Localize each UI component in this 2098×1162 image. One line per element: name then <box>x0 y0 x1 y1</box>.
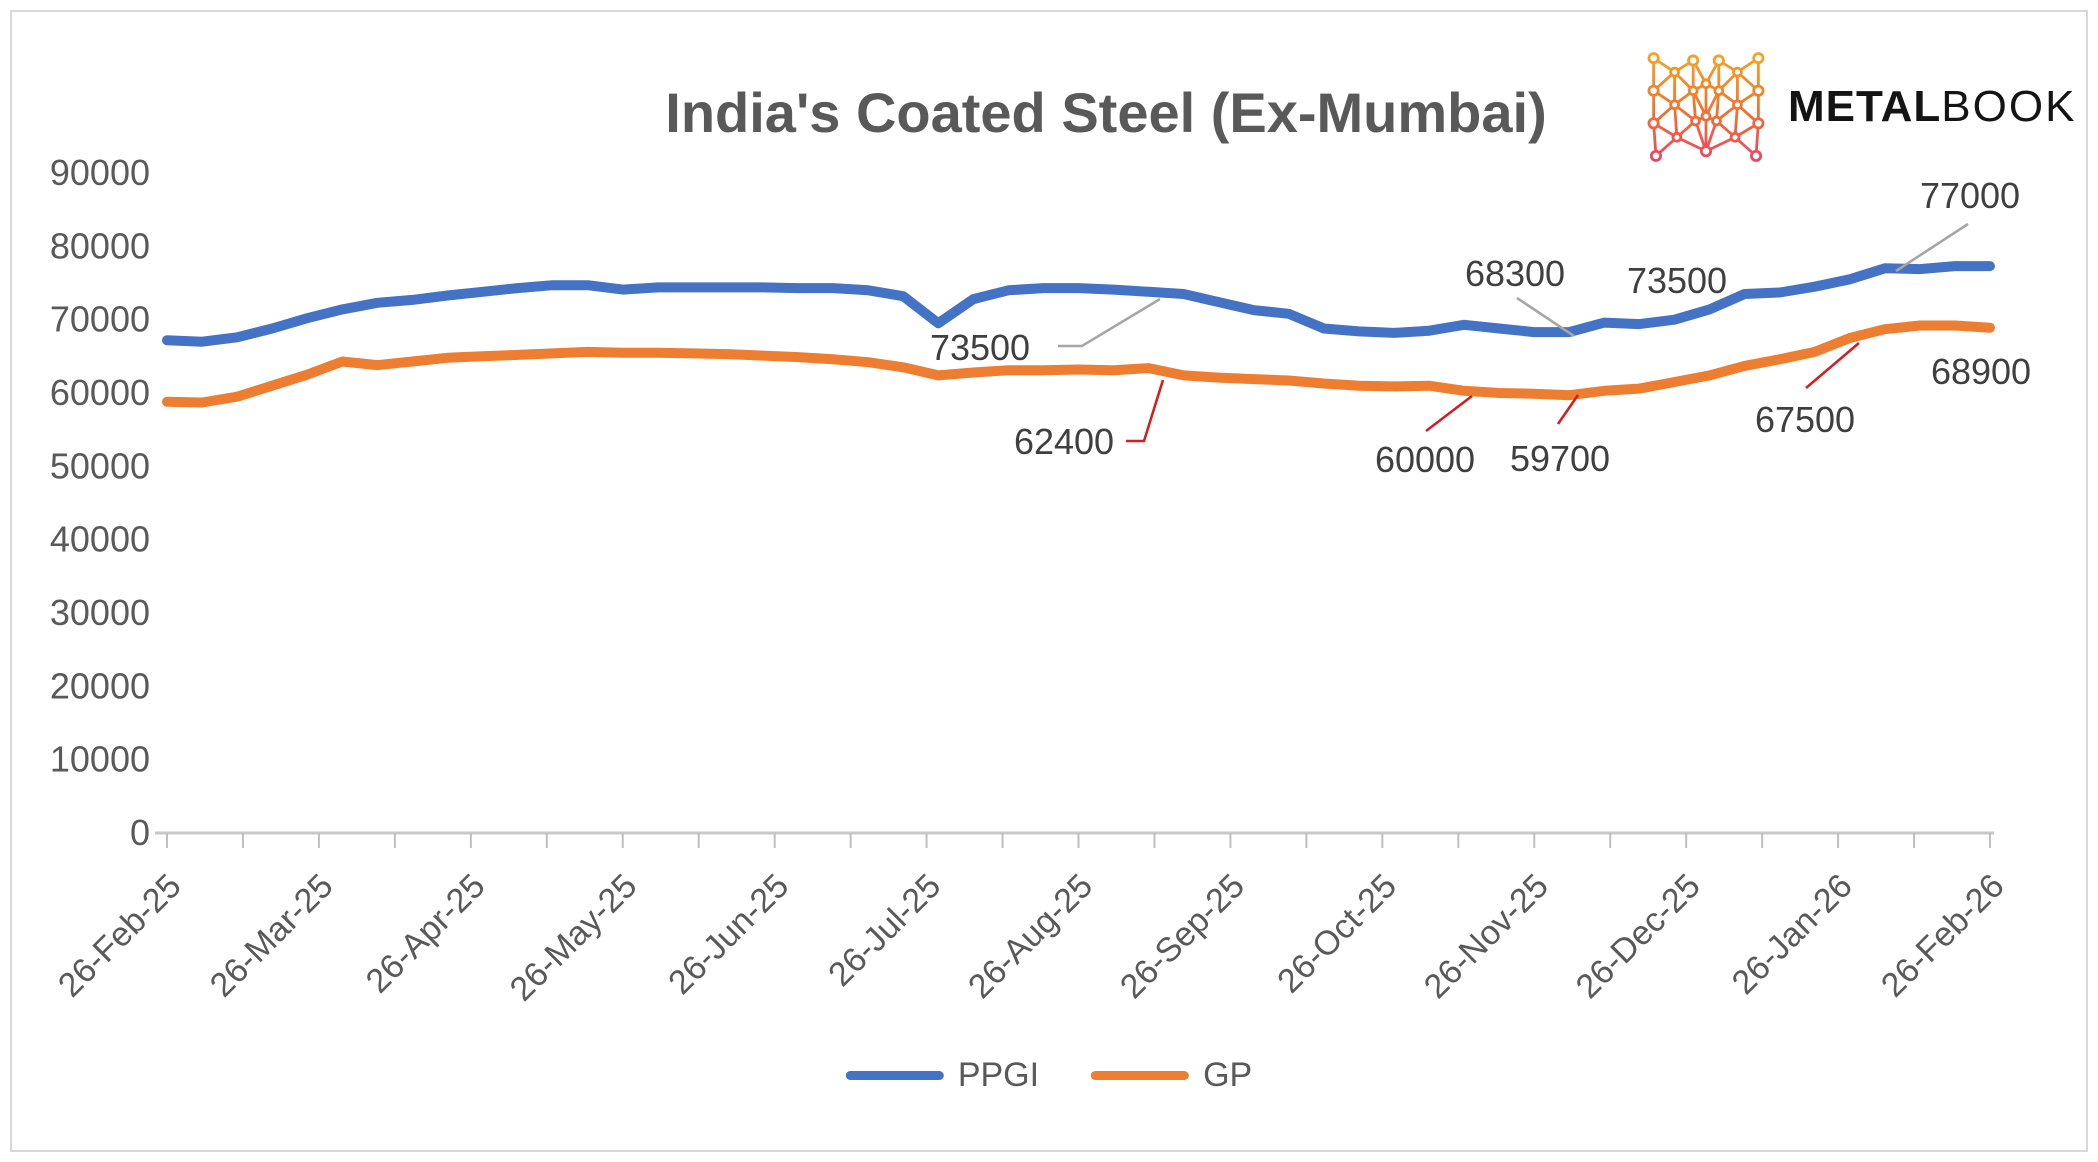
data-label-gp-67500: 67500 <box>1755 399 1855 440</box>
x-axis-tick-label: 26-Aug-25 <box>961 867 1100 1006</box>
data-label-gp-62400: 62400 <box>1014 421 1114 462</box>
x-axis-tick-label: 26-Jun-25 <box>661 867 796 1002</box>
annotation-leader-line <box>1556 394 1580 425</box>
y-axis-tick-label: 30000 <box>50 592 150 633</box>
legend-item-gp: GP <box>1091 1056 1252 1095</box>
x-axis-tick-label: 26-Sep-25 <box>1113 867 1252 1006</box>
gp-legend-label: GP <box>1203 1056 1253 1094</box>
chart-legend: PPGI GP <box>845 1056 1252 1095</box>
x-axis-tick-label: 26-Apr-25 <box>359 867 493 1001</box>
x-axis-tick-label: 26-Mar-25 <box>203 867 341 1005</box>
x-axis-tick-label: 26-Dec-25 <box>1569 867 1708 1006</box>
chart-title: India's Coated Steel (Ex-Mumbai) <box>665 81 1547 144</box>
annotation-leader-line <box>1895 222 1969 273</box>
ppgi-line <box>162 261 1995 347</box>
data-label-ppgi-73500: 73500 <box>1627 260 1727 301</box>
data-label-ppgi-77000: 77000 <box>1920 175 2020 216</box>
annotation-leader-line <box>1805 342 1860 389</box>
annotation-leader-line <box>1058 297 1161 348</box>
ppgi-line-swatch <box>845 1071 944 1080</box>
brand-book: BOOK <box>1941 82 2077 131</box>
metalbook-logo-icon <box>1647 52 1765 162</box>
x-axis-tick-label: 26-May-25 <box>503 867 645 1009</box>
data-label-gp-59700: 59700 <box>1510 438 1610 479</box>
gp-line <box>162 320 1995 408</box>
gp-line-swatch <box>1091 1071 1190 1080</box>
data-label-gp-60000: 60000 <box>1375 439 1475 480</box>
y-axis-tick-label: 40000 <box>50 519 150 560</box>
x-axis-tick-label: 26-Feb-26 <box>1874 867 2012 1005</box>
y-axis-tick-label: 90000 <box>50 152 150 193</box>
x-axis-tick-label: 26-Oct-25 <box>1270 867 1404 1001</box>
data-label-gp-68900: 68900 <box>1931 351 2031 392</box>
y-axis-tick-label: 0 <box>130 812 150 853</box>
y-axis-tick-label: 70000 <box>50 299 150 340</box>
x-axis-tick-label: 26-Jul-25 <box>821 867 948 994</box>
y-axis-tick-label: 20000 <box>50 665 150 706</box>
y-axis-tick-label: 50000 <box>50 445 150 486</box>
data-label-ppgi-68300: 68300 <box>1465 253 1565 294</box>
metalbook-logo: METALBOOK <box>1642 48 2076 166</box>
x-axis-tick-label: 26-Nov-25 <box>1417 867 1556 1006</box>
y-axis-tick-label: 80000 <box>50 225 150 266</box>
annotation-leader-line <box>1516 296 1575 338</box>
ppgi-legend-label: PPGI <box>957 1056 1040 1094</box>
brand-wordmark: METALBOOK <box>1788 82 2076 132</box>
y-axis-tick-label: 10000 <box>50 739 150 780</box>
annotation-leader-line <box>1425 394 1473 433</box>
data-label-ppgi-73500: 73500 <box>930 327 1030 368</box>
x-axis-tick-label: 26-Jan-26 <box>1725 867 1860 1002</box>
legend-item-ppgi: PPGI <box>845 1056 1040 1095</box>
annotation-leader-line <box>1126 379 1165 443</box>
x-axis-tick-label: 26-Feb-25 <box>51 867 189 1005</box>
brand-metal: METAL <box>1788 82 1942 131</box>
y-axis-tick-label: 60000 <box>50 372 150 413</box>
